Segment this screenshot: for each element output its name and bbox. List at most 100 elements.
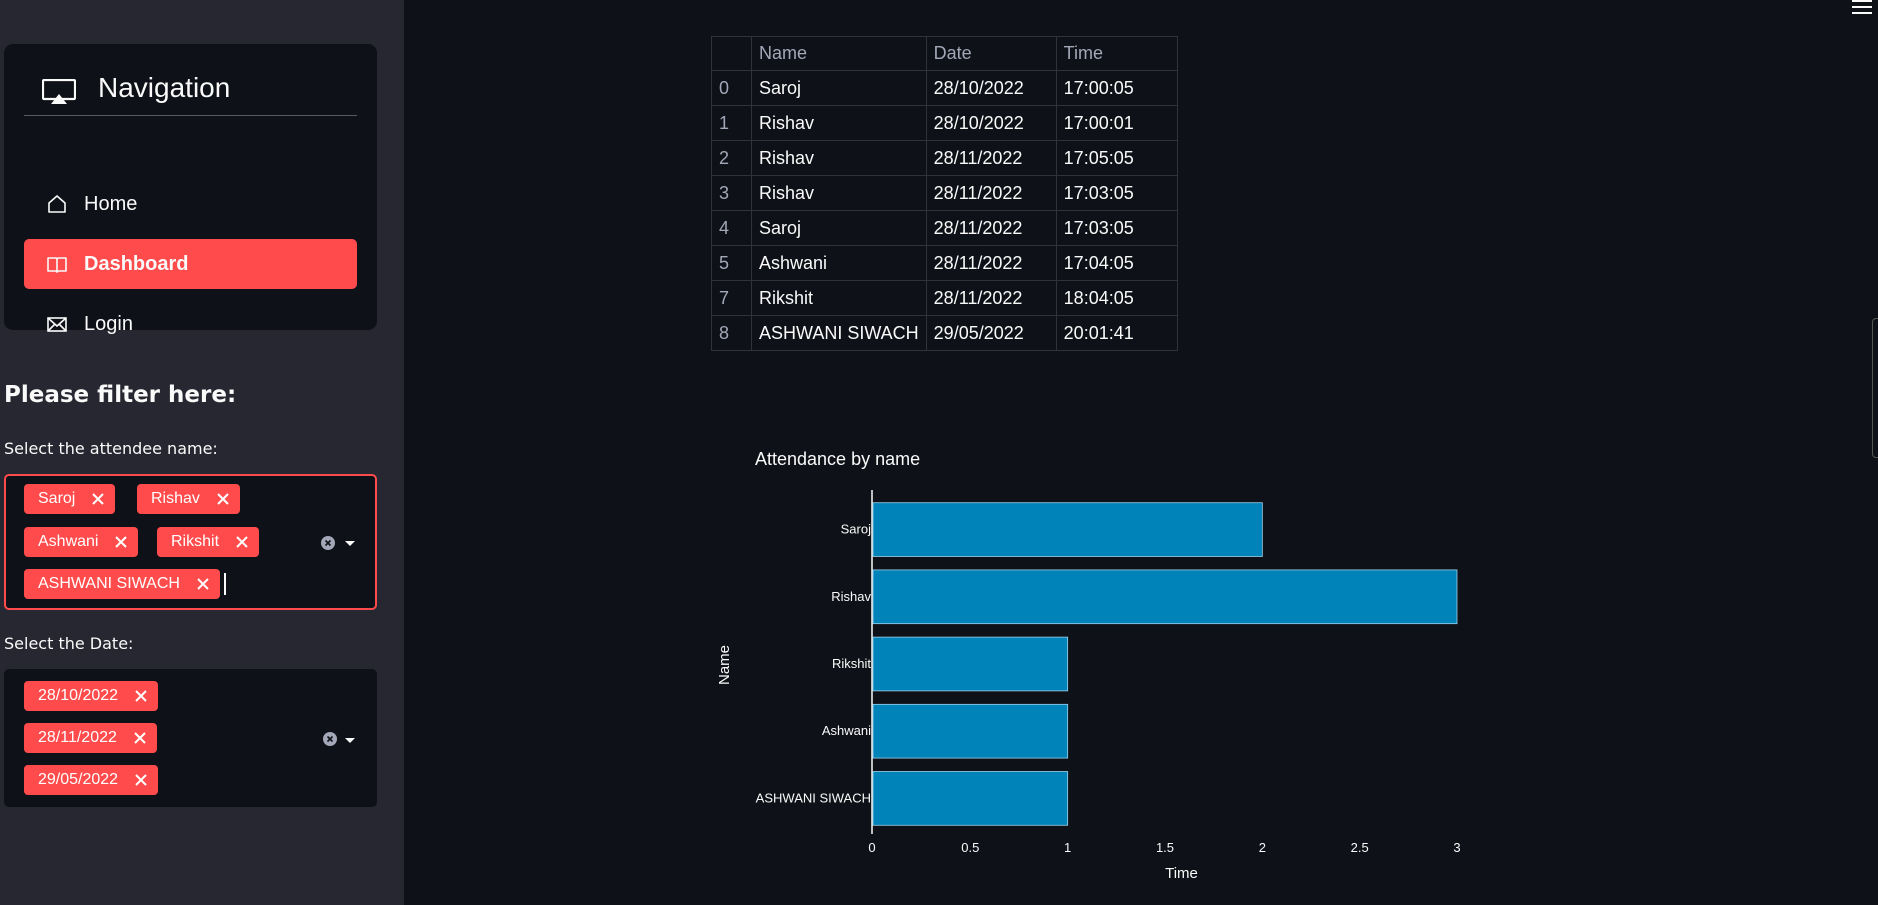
column-header[interactable]: Time xyxy=(1055,36,1178,71)
bar-rikshit xyxy=(872,636,1069,692)
x-tick-label: 3 xyxy=(1453,840,1460,855)
navigation-menu: Navigation Home Dashboard Login xyxy=(4,44,377,335)
remove-tag-icon[interactable] xyxy=(134,773,148,787)
table-row: 4 Saroj 28/11/2022 17:03:05 xyxy=(711,210,1178,246)
table-cell: Saroj xyxy=(751,210,927,246)
clear-all-icon[interactable] xyxy=(321,536,335,550)
name-tag: Rikshit xyxy=(157,527,260,557)
sidebar: Navigation Home Dashboard Login P xyxy=(0,0,404,905)
row-index: 8 xyxy=(711,315,752,351)
x-tick-label: 2.5 xyxy=(1351,840,1369,855)
table-cell: 17:04:05 xyxy=(1055,245,1178,281)
table-cell: 28/11/2022 xyxy=(925,210,1057,246)
table-cell: Rikshit xyxy=(751,280,927,316)
remove-tag-icon[interactable] xyxy=(114,535,128,549)
table-row: 2 Rishav 28/11/2022 17:05:05 xyxy=(711,140,1178,176)
x-tick-label: 0 xyxy=(868,840,875,855)
date-label: Select the Date: xyxy=(4,634,134,653)
navigation-title: Navigation xyxy=(98,71,231,103)
y-tick-label: ASHWANI SIWACH xyxy=(756,790,871,805)
nav-item-label: Login xyxy=(84,312,133,335)
chevron-down-icon[interactable] xyxy=(345,738,355,743)
x-axis-label: Time xyxy=(1165,865,1198,882)
name-tag: Rishav xyxy=(137,484,240,514)
bar-saroj xyxy=(872,502,1263,557)
row-index: 1 xyxy=(711,105,752,141)
tag-label: Rikshit xyxy=(171,533,220,550)
row-index: 5 xyxy=(711,245,752,281)
nav-item-login[interactable]: Login xyxy=(24,299,357,349)
table-row: 5 Ashwani 28/11/2022 17:04:05 xyxy=(711,245,1178,281)
table-cell: 29/05/2022 xyxy=(925,315,1057,351)
remove-tag-icon[interactable] xyxy=(216,492,230,506)
table-cell: Rishav xyxy=(751,175,927,211)
attendee-name-multiselect[interactable]: Saroj Rishav Ashwani Rikshit ASHWANI SIW… xyxy=(4,474,377,610)
nav-item-label: Dashboard xyxy=(84,252,189,275)
table-cell: Ashwani xyxy=(751,245,927,281)
table-row: 8 ASHWANI SIWACH 29/05/2022 20:01:41 xyxy=(711,315,1178,351)
tag-label: Saroj xyxy=(38,490,76,507)
tag-label: 28/10/2022 xyxy=(38,687,119,704)
navigation-header: Navigation xyxy=(24,68,357,116)
chevron-down-icon[interactable] xyxy=(345,541,355,546)
date-multiselect[interactable]: 28/10/2022 28/11/2022 29/05/2022 xyxy=(4,669,377,807)
table-cell: 17:05:05 xyxy=(1055,140,1178,176)
table-cell: 17:03:05 xyxy=(1055,175,1178,211)
tag-label: ASHWANI SIWACH xyxy=(38,575,180,592)
name-tag: ASHWANI SIWACH xyxy=(24,569,220,599)
table-cell: 28/11/2022 xyxy=(925,140,1057,176)
row-index: 3 xyxy=(711,175,752,211)
remove-tag-icon[interactable] xyxy=(133,731,147,745)
table-cell: Saroj xyxy=(751,70,927,106)
bar-chart-svg: Attendance by name Saroj Rishav Rikshit Ashw… xyxy=(716,449,1461,882)
nav-item-dashboard[interactable]: Dashboard xyxy=(24,239,357,289)
remove-tag-icon[interactable] xyxy=(196,577,210,591)
table-row: 0 Saroj 28/10/2022 17:00:05 xyxy=(711,70,1178,106)
table-cell: 18:04:05 xyxy=(1055,280,1178,316)
attendance-chart: Attendance by name Saroj Rishav Rikshit Ashw… xyxy=(700,430,1500,905)
tag-label: Ashwani xyxy=(38,533,99,550)
tag-label: 28/11/2022 xyxy=(38,729,117,746)
bar-ashwani-siwach xyxy=(872,771,1069,826)
hamburger-menu-icon[interactable] xyxy=(1852,0,1872,16)
remove-tag-icon[interactable] xyxy=(91,492,105,506)
y-tick-label: Rikshit xyxy=(832,656,871,671)
column-header[interactable]: Name xyxy=(751,36,927,71)
nav-item-label: Home xyxy=(84,192,138,215)
x-tick-label: 1.5 xyxy=(1156,840,1174,855)
y-axis-label: Name xyxy=(716,645,733,685)
cast-icon xyxy=(42,78,76,104)
table-row: 1 Rishav 28/10/2022 17:00:01 xyxy=(711,105,1178,141)
text-cursor xyxy=(224,573,226,595)
x-tick-label: 2 xyxy=(1259,840,1266,855)
table-cell: 28/11/2022 xyxy=(925,280,1057,316)
table-cell: Rishav xyxy=(751,140,927,176)
book-icon xyxy=(47,257,67,273)
bar-ashwani xyxy=(872,703,1069,759)
tag-label: Rishav xyxy=(151,490,200,507)
table-cell: 28/11/2022 xyxy=(925,245,1057,281)
table-cell: ASHWANI SIWACH xyxy=(751,315,927,351)
name-tag: Saroj xyxy=(24,484,116,514)
y-tick-label: Saroj xyxy=(841,522,871,537)
remove-tag-icon[interactable] xyxy=(235,535,249,549)
side-panel-handle[interactable] xyxy=(1872,318,1878,458)
nav-item-home[interactable]: Home xyxy=(24,179,357,229)
row-index: 2 xyxy=(711,140,752,176)
table-cell: 17:00:01 xyxy=(1055,105,1178,141)
clear-all-icon[interactable] xyxy=(323,732,337,746)
column-header[interactable]: Date xyxy=(925,36,1057,71)
x-tick-label: 0.5 xyxy=(961,840,979,855)
table-cell: Rishav xyxy=(751,105,927,141)
bar-rishav xyxy=(872,569,1458,625)
name-tag: Ashwani xyxy=(24,527,139,557)
date-tag: 29/05/2022 xyxy=(24,765,159,795)
date-tag: 28/11/2022 xyxy=(24,723,157,753)
tag-label: 29/05/2022 xyxy=(38,771,119,788)
row-index: 4 xyxy=(711,210,752,246)
column-header[interactable] xyxy=(711,36,752,71)
attendee-name-label: Select the attendee name: xyxy=(4,439,218,458)
table-row: 3 Rishav 28/11/2022 17:03:05 xyxy=(711,175,1178,211)
filter-heading: Please filter here: xyxy=(4,382,237,408)
remove-tag-icon[interactable] xyxy=(134,689,148,703)
